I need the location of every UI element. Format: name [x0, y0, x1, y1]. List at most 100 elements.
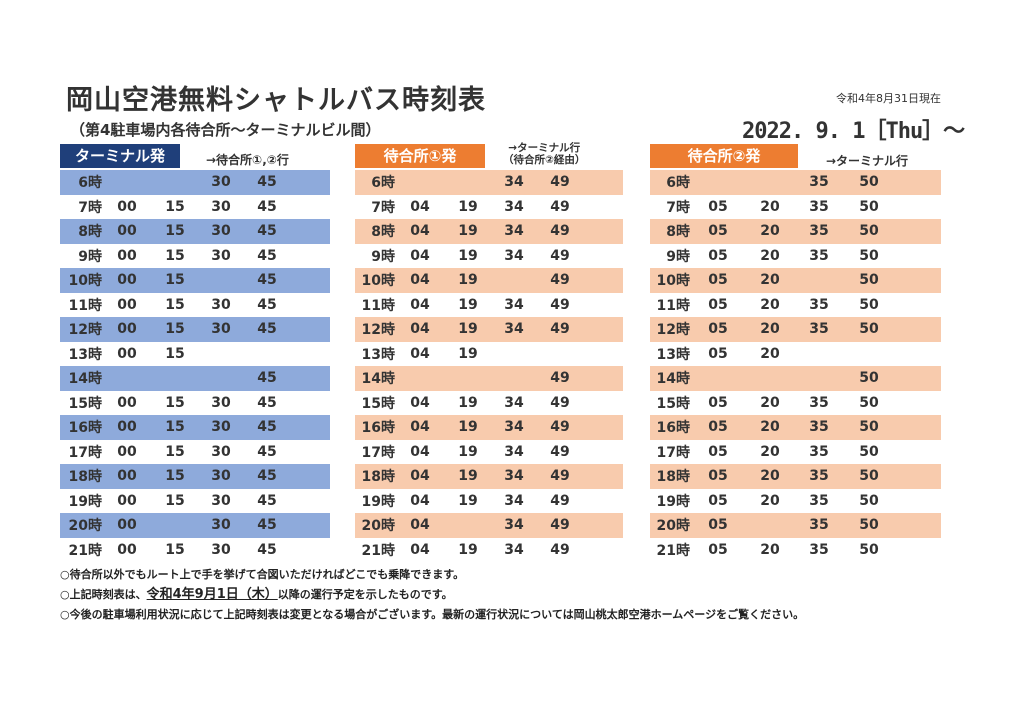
row-padding — [894, 219, 941, 244]
row-padding — [894, 537, 941, 562]
minute-cell: 35 — [794, 219, 844, 244]
minute-cell: 00 — [102, 513, 152, 538]
hour-cell: 20時 — [650, 513, 690, 538]
minute-cell — [746, 170, 794, 195]
row-padding — [894, 513, 941, 538]
minute-cell: 05 — [690, 415, 746, 440]
table-row: 11時 04 19 34 49 — [355, 292, 623, 317]
row-padding — [894, 194, 941, 219]
row-padding — [290, 439, 330, 464]
note-1: ○待合所以外でもルート上で手を挙げて合図いただければどこでも乗降できます。 — [60, 568, 465, 581]
minute-cell: 30 — [198, 537, 244, 562]
row-padding — [583, 292, 623, 317]
hour-cell: 14時 — [355, 366, 395, 391]
row-padding — [290, 415, 330, 440]
hour-cell: 6時 — [355, 170, 395, 195]
hour-cell: 17時 — [355, 439, 395, 464]
minute-cell: 19 — [445, 415, 491, 440]
timetable: 6時 34 49 7時 04 19 34 49 8時 04 19 34 49 9時 04 19 34 49 10時 0… — [355, 170, 623, 562]
table-row: 12時 05 20 35 50 — [650, 317, 941, 342]
minute-cell: 35 — [794, 439, 844, 464]
table-row: 19時 04 19 34 49 — [355, 488, 623, 513]
minute-cell: 05 — [690, 341, 746, 366]
minute-cell: 15 — [152, 390, 198, 415]
row-padding — [290, 513, 330, 538]
minute-cell: 19 — [445, 537, 491, 562]
minute-cell: 20 — [746, 317, 794, 342]
row-padding — [583, 194, 623, 219]
row-padding — [894, 243, 941, 268]
table-row: 16時 04 19 34 49 — [355, 415, 623, 440]
table-row: 19時 00 15 30 45 — [60, 488, 330, 513]
minute-cell: 19 — [445, 317, 491, 342]
minute-cell: 04 — [395, 537, 445, 562]
minute-cell — [152, 513, 198, 538]
minute-cell: 00 — [102, 219, 152, 244]
minute-cell: 34 — [491, 415, 537, 440]
row-padding — [583, 439, 623, 464]
section-terminal: ターミナル発 →待合所①,②行 6時 30 45 7時 00 15 30 45 8時 00 15 30… — [60, 144, 330, 562]
table-row: 9時 00 15 30 45 — [60, 243, 330, 268]
hour-cell: 8時 — [650, 219, 690, 244]
table-row: 6時 30 45 — [60, 170, 330, 195]
hour-cell: 7時 — [60, 194, 102, 219]
minute-cell — [690, 366, 746, 391]
minute-cell: 49 — [537, 464, 583, 489]
minute-cell: 30 — [198, 464, 244, 489]
row-padding — [583, 219, 623, 244]
minute-cell: 19 — [445, 268, 491, 293]
hour-cell: 18時 — [650, 464, 690, 489]
minute-cell: 30 — [198, 439, 244, 464]
minute-cell: 45 — [244, 243, 290, 268]
minute-cell: 50 — [844, 268, 894, 293]
minute-cell: 20 — [746, 268, 794, 293]
hour-cell: 13時 — [355, 341, 395, 366]
table-row: 7時 04 19 34 49 — [355, 194, 623, 219]
table-row: 6時 34 49 — [355, 170, 623, 195]
minute-cell: 04 — [395, 415, 445, 440]
minute-cell: 30 — [198, 317, 244, 342]
minute-cell: 04 — [395, 268, 445, 293]
minute-cell: 00 — [102, 268, 152, 293]
table-row: 16時 05 20 35 50 — [650, 415, 941, 440]
note-2: ○上記時刻表は、令和4年9月1日（木）以降の運行予定を示したものです。 — [60, 585, 804, 605]
table-row: 21時 05 20 35 50 — [650, 537, 941, 562]
row-padding — [290, 219, 330, 244]
hour-cell: 9時 — [355, 243, 395, 268]
table-row: 18時 05 20 35 50 — [650, 464, 941, 489]
minute-cell: 04 — [395, 439, 445, 464]
minute-cell: 05 — [690, 268, 746, 293]
section-label: ターミナル発 — [60, 144, 180, 168]
minute-cell: 30 — [198, 194, 244, 219]
minute-cell — [445, 170, 491, 195]
minute-cell: 49 — [537, 415, 583, 440]
row-padding — [583, 366, 623, 391]
hour-cell: 6時 — [60, 170, 102, 195]
minute-cell — [395, 170, 445, 195]
minute-cell: 50 — [844, 464, 894, 489]
minute-cell: 19 — [445, 194, 491, 219]
minute-cell: 34 — [491, 194, 537, 219]
table-row: 14時 50 — [650, 366, 941, 391]
hour-cell: 12時 — [355, 317, 395, 342]
hour-cell: 7時 — [355, 194, 395, 219]
table-row: 10時 04 19 49 — [355, 268, 623, 293]
minute-cell — [844, 341, 894, 366]
minute-cell: 45 — [244, 366, 290, 391]
row-padding — [583, 415, 623, 440]
minute-cell: 49 — [537, 194, 583, 219]
row-padding — [894, 390, 941, 415]
table-row: 9時 05 20 35 50 — [650, 243, 941, 268]
minute-cell: 05 — [690, 488, 746, 513]
minute-cell: 30 — [198, 488, 244, 513]
note-2-highlight-date: 令和4年9月1日（木） — [146, 587, 278, 602]
page-title: 岡山空港無料シャトルバス時刻表 — [66, 85, 486, 116]
minute-cell: 45 — [244, 488, 290, 513]
minute-cell: 34 — [491, 537, 537, 562]
hour-cell: 17時 — [650, 439, 690, 464]
minute-cell: 20 — [746, 243, 794, 268]
row-padding — [290, 194, 330, 219]
row-padding — [583, 390, 623, 415]
minute-cell: 20 — [746, 194, 794, 219]
as-of-date: 令和4年8月31日現在 — [836, 92, 941, 105]
